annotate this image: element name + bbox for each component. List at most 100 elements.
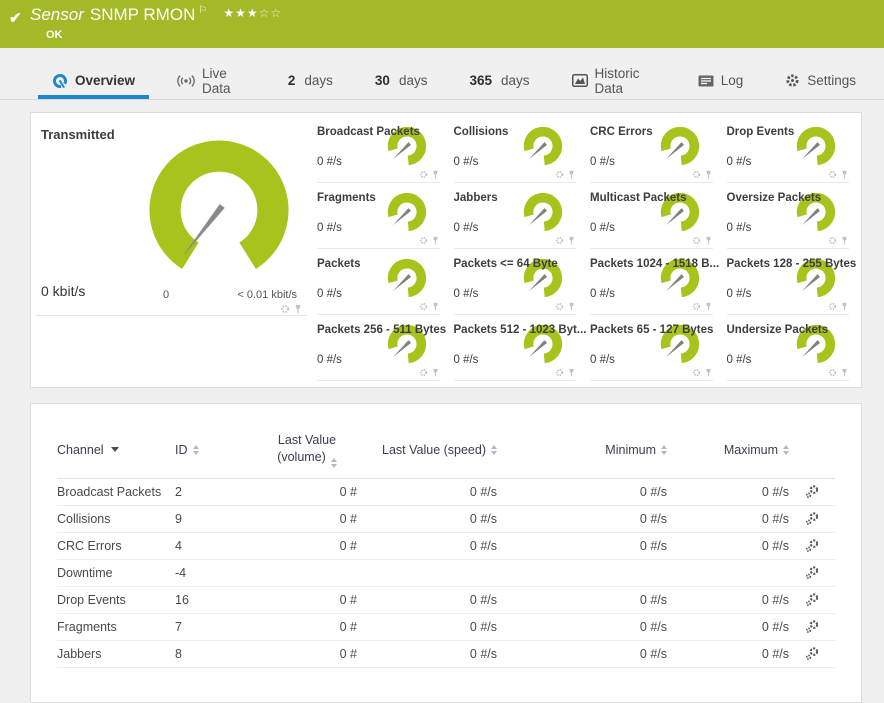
gauge-settings-gear-icon[interactable] [555,236,564,245]
gauge-pin-icon[interactable] [840,170,849,179]
gauge-tile-value: 0 #/s [590,354,615,366]
tab-label: Log [720,73,744,88]
gauge-tile[interactable]: Packets 65 - 127 Bytes 0 #/s [590,315,713,381]
gauge-tile[interactable]: Packets 256 - 511 Bytes 0 #/s [317,315,446,381]
favorite-flag-icon[interactable]: ⚐ [198,5,208,16]
gauge-settings-gear-icon[interactable] [419,302,428,311]
stars-filled[interactable]: ★★★ [223,6,259,20]
gauge-tile[interactable]: CRC Errors 0 #/s [590,117,713,183]
channel-settings-gears-icon[interactable] [805,646,820,661]
gauge-settings-gear-icon[interactable] [555,368,564,377]
column-header-maximum[interactable]: Maximum [667,443,789,457]
gauge-pin-icon[interactable] [431,236,440,245]
small-gauge [660,324,699,364]
gauge-settings-gear-icon[interactable] [692,170,701,179]
gauge-needle [802,208,821,226]
gauge-tile[interactable]: Packets 1024 - 1518 B... 0 #/s [590,249,719,315]
table-row[interactable]: Drop Events 16 0 # 0 #/s 0 #/s 0 #/s [57,587,835,614]
table-row[interactable]: Downtime -4 [57,560,835,587]
gauge-settings-gear-icon[interactable] [419,368,428,377]
gauge-tile[interactable]: Broadcast Packets 0 #/s [317,117,440,183]
gauge-settings-gear-icon[interactable] [692,368,701,377]
gauge-tile[interactable]: Jabbers 0 #/s [453,183,576,249]
gauge-settings-gear-icon[interactable] [555,302,564,311]
gauge-settings-gear-icon[interactable] [692,302,701,311]
cell-maximum: 0 #/s [761,511,789,526]
gauge-tile-title: Packets [317,258,361,270]
gauge-tile[interactable]: Fragments 0 #/s [317,183,440,249]
table-row[interactable]: Broadcast Packets 2 0 # 0 #/s 0 #/s 0 #/… [57,479,835,506]
gauge-settings-gear-icon[interactable] [828,302,837,311]
gauge-settings-gear-icon[interactable] [419,170,428,179]
gauge-pin-icon[interactable] [567,302,576,311]
gauge-tile[interactable]: Packets 512 - 1023 Byt... 0 #/s [453,315,586,381]
cell-last-value-speed: 0 #/s [469,511,497,526]
cell-minimum: 0 #/s [639,646,667,661]
gauge-tile[interactable]: Packets 128 - 255 Bytes 0 #/s [726,249,856,315]
small-gauge [660,192,699,232]
column-header-last-value-volume[interactable]: Last Value (volume) [257,432,357,468]
column-header-id[interactable]: ID [175,443,257,457]
gauge-pin-icon[interactable] [840,236,849,245]
gauge-pin-icon[interactable] [431,368,440,377]
gauge-pin-icon[interactable] [431,302,440,311]
gauge-pin-icon[interactable] [704,170,713,179]
cell-channel: Collisions [57,511,111,526]
gauge-settings-gear-icon[interactable] [692,236,701,245]
tab-settings[interactable]: Settings [771,62,870,99]
small-gauge [796,258,836,298]
gauge-settings-gear-icon[interactable] [555,170,564,179]
gauge-pin-icon[interactable] [840,368,849,377]
column-header-minimum[interactable]: Minimum [497,443,667,457]
gauge-tile[interactable]: Packets 0 #/s [317,249,440,315]
tab-2-days[interactable]: 2 days [274,62,347,99]
tab-historic-data[interactable]: Historic Data [558,62,670,99]
channel-settings-gears-icon[interactable] [805,592,820,607]
tab-30-days[interactable]: 30 days [361,62,442,99]
gauge-tile[interactable]: Drop Events 0 #/s [726,117,849,183]
table-row[interactable]: Jabbers 8 0 # 0 #/s 0 #/s 0 #/s [57,641,835,668]
gauge-pin-icon[interactable] [704,302,713,311]
chart-icon [571,74,588,87]
gauge-tile-value: 0 #/s [726,222,752,234]
channel-settings-gears-icon[interactable] [805,619,820,634]
gauge-settings-gear-icon[interactable] [828,368,837,377]
table-row[interactable]: Collisions 9 0 # 0 #/s 0 #/s 0 #/s [57,506,835,533]
tab-365-days[interactable]: 365 days [455,62,543,99]
tab-log[interactable]: Log [684,62,758,99]
channel-settings-gears-icon[interactable] [805,511,820,526]
gauge-tile[interactable]: Multicast Packets 0 #/s [590,183,713,249]
gauge-pin-icon[interactable] [840,302,849,311]
gauge-pin-icon[interactable] [431,170,440,179]
tab-live-data[interactable]: Live Data [163,62,260,99]
gauge-settings-gear-icon[interactable] [280,304,290,314]
gauge-pin-icon[interactable] [567,236,576,245]
gauge-pin-icon[interactable] [704,368,713,377]
gauge-pin-icon[interactable] [567,368,576,377]
stars-empty[interactable]: ☆☆ [258,6,283,20]
gauge-settings-gear-icon[interactable] [828,170,837,179]
gauge-settings-gear-icon[interactable] [828,236,837,245]
channel-settings-gears-icon[interactable] [805,565,820,580]
cell-last-value-volume: 0 # [339,511,357,526]
gauge-tile[interactable]: Oversize Packets 0 #/s [726,183,849,249]
gauge-settings-gear-icon[interactable] [419,236,428,245]
gauge-pin-icon[interactable] [704,236,713,245]
gauge-pin-icon[interactable] [293,304,303,314]
gauge-tile[interactable]: Undersize Packets 0 #/s [726,315,849,381]
channel-settings-gears-icon[interactable] [805,484,820,499]
gauge-pin-icon[interactable] [567,170,576,179]
priority-stars[interactable]: ★★★☆☆ [223,6,283,20]
gauge-tile[interactable]: Collisions 0 #/s [453,117,576,183]
gauge-tile[interactable]: Packets <= 64 Byte 0 #/s [453,249,576,315]
channel-settings-gears-icon[interactable] [805,538,820,553]
cell-last-value-volume: 0 # [339,484,357,499]
tab-overview[interactable]: Overview [38,62,150,99]
column-header-channel[interactable]: Channel [57,443,175,457]
main-gauge-max-label: < 0.01 kbit/s [237,289,297,301]
gauge-tile-title: Broadcast Packets [317,126,420,138]
column-header-last-value-speed[interactable]: Last Value (speed) [357,443,497,457]
table-row[interactable]: CRC Errors 4 0 # 0 #/s 0 #/s 0 #/s [57,533,835,560]
table-row[interactable]: Fragments 7 0 # 0 #/s 0 #/s 0 #/s [57,614,835,641]
main-gauge-tile[interactable]: Transmitted 0 kbit/s 0 < 0.01 kbit/s [31,113,311,316]
